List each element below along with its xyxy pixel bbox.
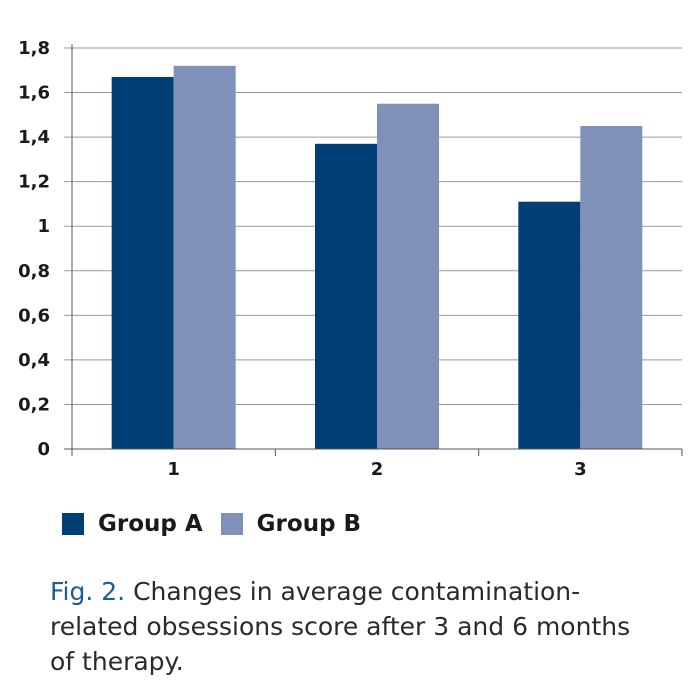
y-tick-label: 0,6	[18, 305, 50, 326]
y-tick-label: 0	[37, 439, 50, 460]
figure-caption-text: Changes in average contamination-related…	[50, 577, 631, 676]
legend-label-group-a: Group A	[98, 511, 203, 537]
y-tick-label: 1,6	[18, 83, 50, 104]
y-tick-label: 0,8	[18, 261, 50, 282]
bar-chart: 0 0,2 0,4 0,6 0,8 1 1,2 1,4 1,6 1,8 1 2 3	[18, 38, 683, 480]
bar-group-b	[580, 125, 643, 449]
legend-swatch-group-b	[220, 513, 243, 535]
y-tick-label: 1,8	[18, 38, 50, 59]
bars	[111, 65, 643, 450]
legend-swatch-group-a	[62, 513, 84, 535]
y-axis-tick-labels: 0 0,2 0,4 0,6 0,8 1 1,2 1,4 1,6 1,8	[18, 38, 50, 460]
chart-legend: Group A Group B	[62, 511, 379, 537]
axes	[64, 44, 683, 456]
bar-group-a	[518, 201, 581, 449]
y-tick-label: 1,2	[18, 172, 50, 193]
bar-group-a	[315, 143, 377, 450]
figure-caption-prefix: Fig. 2.	[50, 577, 126, 606]
x-tick-label: 2	[371, 459, 384, 480]
legend-label-group-b: Group B	[256, 511, 362, 537]
figure-caption: Fig. 2. Changes in average contamination…	[50, 574, 650, 679]
x-tick-label: 3	[574, 459, 587, 480]
bar-group-b	[377, 103, 439, 449]
bar-group-a	[111, 76, 174, 449]
y-tick-label: 1,4	[18, 127, 50, 148]
legend-item-group-b: Group B	[220, 511, 362, 537]
y-tick-label: 0,2	[18, 394, 50, 415]
x-axis-tick-labels: 1 2 3	[167, 459, 586, 480]
y-tick-label: 1	[37, 216, 50, 237]
y-tick-label: 0,4	[18, 350, 50, 371]
legend-item-group-a: Group A	[62, 511, 203, 537]
x-tick-label: 1	[167, 459, 180, 480]
bar-group-b	[173, 65, 236, 450]
